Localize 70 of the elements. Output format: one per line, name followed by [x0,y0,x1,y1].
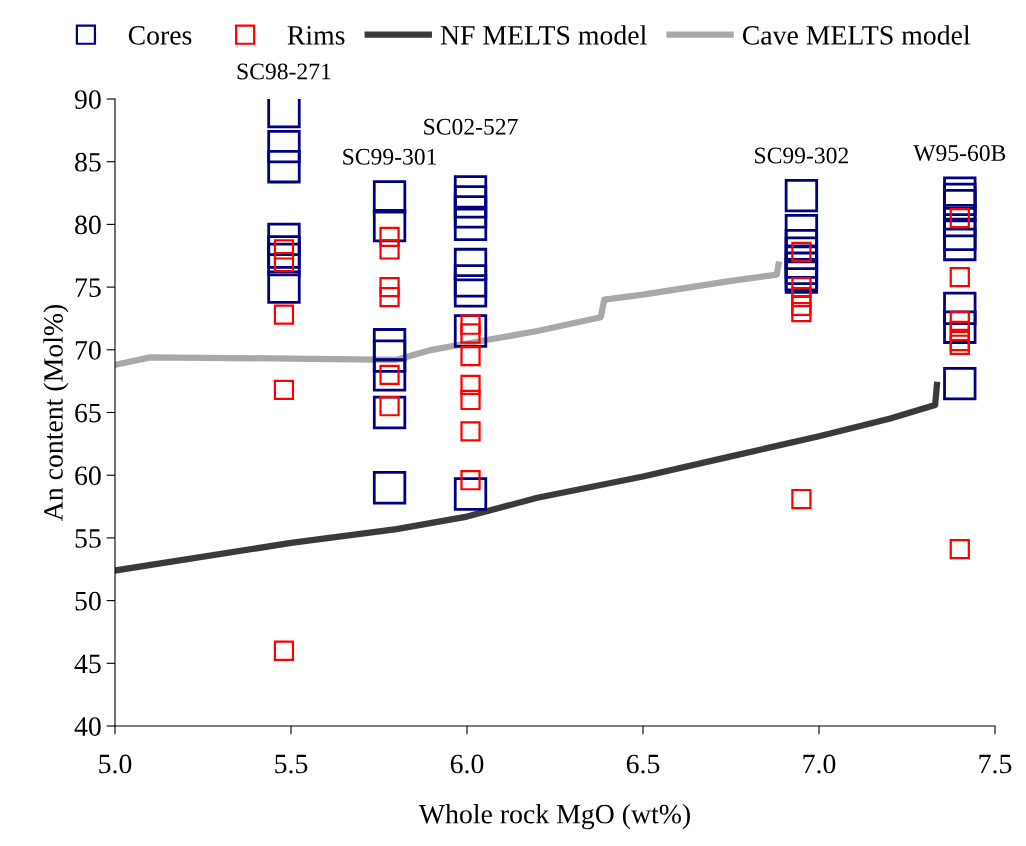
point [267,150,301,184]
y-tick-label: 80 [75,215,101,235]
point [943,291,977,326]
point [273,379,295,401]
point [943,203,977,238]
point [460,389,481,411]
x-tick-label: 7.0 [803,754,836,774]
x-tick-label: 6.0 [450,754,484,774]
point [943,366,977,401]
point [453,247,488,282]
point [460,345,481,367]
x-tick-label: 5.5 [275,754,308,774]
point [372,339,407,373]
y-axis-title: An content (Mol%) [43,304,69,521]
point [453,185,488,219]
point [784,236,819,270]
point [379,286,400,308]
point [453,264,488,298]
point [273,640,295,661]
point [273,304,295,325]
y-tick-label: 55 [75,529,101,548]
x-tick-label: 5.0 [99,754,132,774]
point [453,477,488,511]
point [460,421,481,442]
y-tick-label: 50 [75,591,101,611]
annotation: SC99-302 [755,147,848,164]
point [943,182,977,216]
text: SC98-271 [237,63,331,80]
legend-label: NF MELTS model [440,25,647,45]
annotation: SC02-527 [424,118,518,135]
legend-label: Cave MELTS model [742,25,971,45]
point [372,180,407,214]
x-tick-label: 6.5 [626,754,660,774]
y-tick-label: 85 [75,152,101,172]
point [791,302,812,323]
y-tick-label: 60 [75,466,101,486]
point [784,178,819,213]
point [949,539,970,560]
point [791,286,812,308]
point [460,374,481,396]
point [372,358,407,392]
legend-label: Rims [287,26,345,45]
y-tick-label: 40 [74,717,101,736]
point [267,235,301,269]
point [784,251,819,285]
x-axis-title: Whole rock MgO (wt%) [418,803,690,830]
point [453,175,488,209]
point [943,217,977,252]
point [943,227,977,262]
point [267,222,301,257]
annotation: SC99-301 [343,148,437,165]
y-tick-label: 45 [74,654,101,674]
point [379,276,400,298]
point [453,195,488,229]
point [267,242,301,277]
x-tick-label: 7.5 [979,754,1012,774]
point [949,266,970,288]
y-tick-label: 70 [75,340,101,360]
point [379,239,400,260]
y-tick-label: 90 [74,90,101,109]
y-tick-label: 75 [75,278,101,298]
y-tick-label: 65 [75,403,101,423]
legend-label: Cores [128,26,192,45]
point [460,470,481,491]
point [453,274,488,308]
point [791,488,812,510]
point [372,471,407,505]
annotation: W95-60B [913,145,1006,162]
point [453,207,488,242]
point [267,129,301,164]
